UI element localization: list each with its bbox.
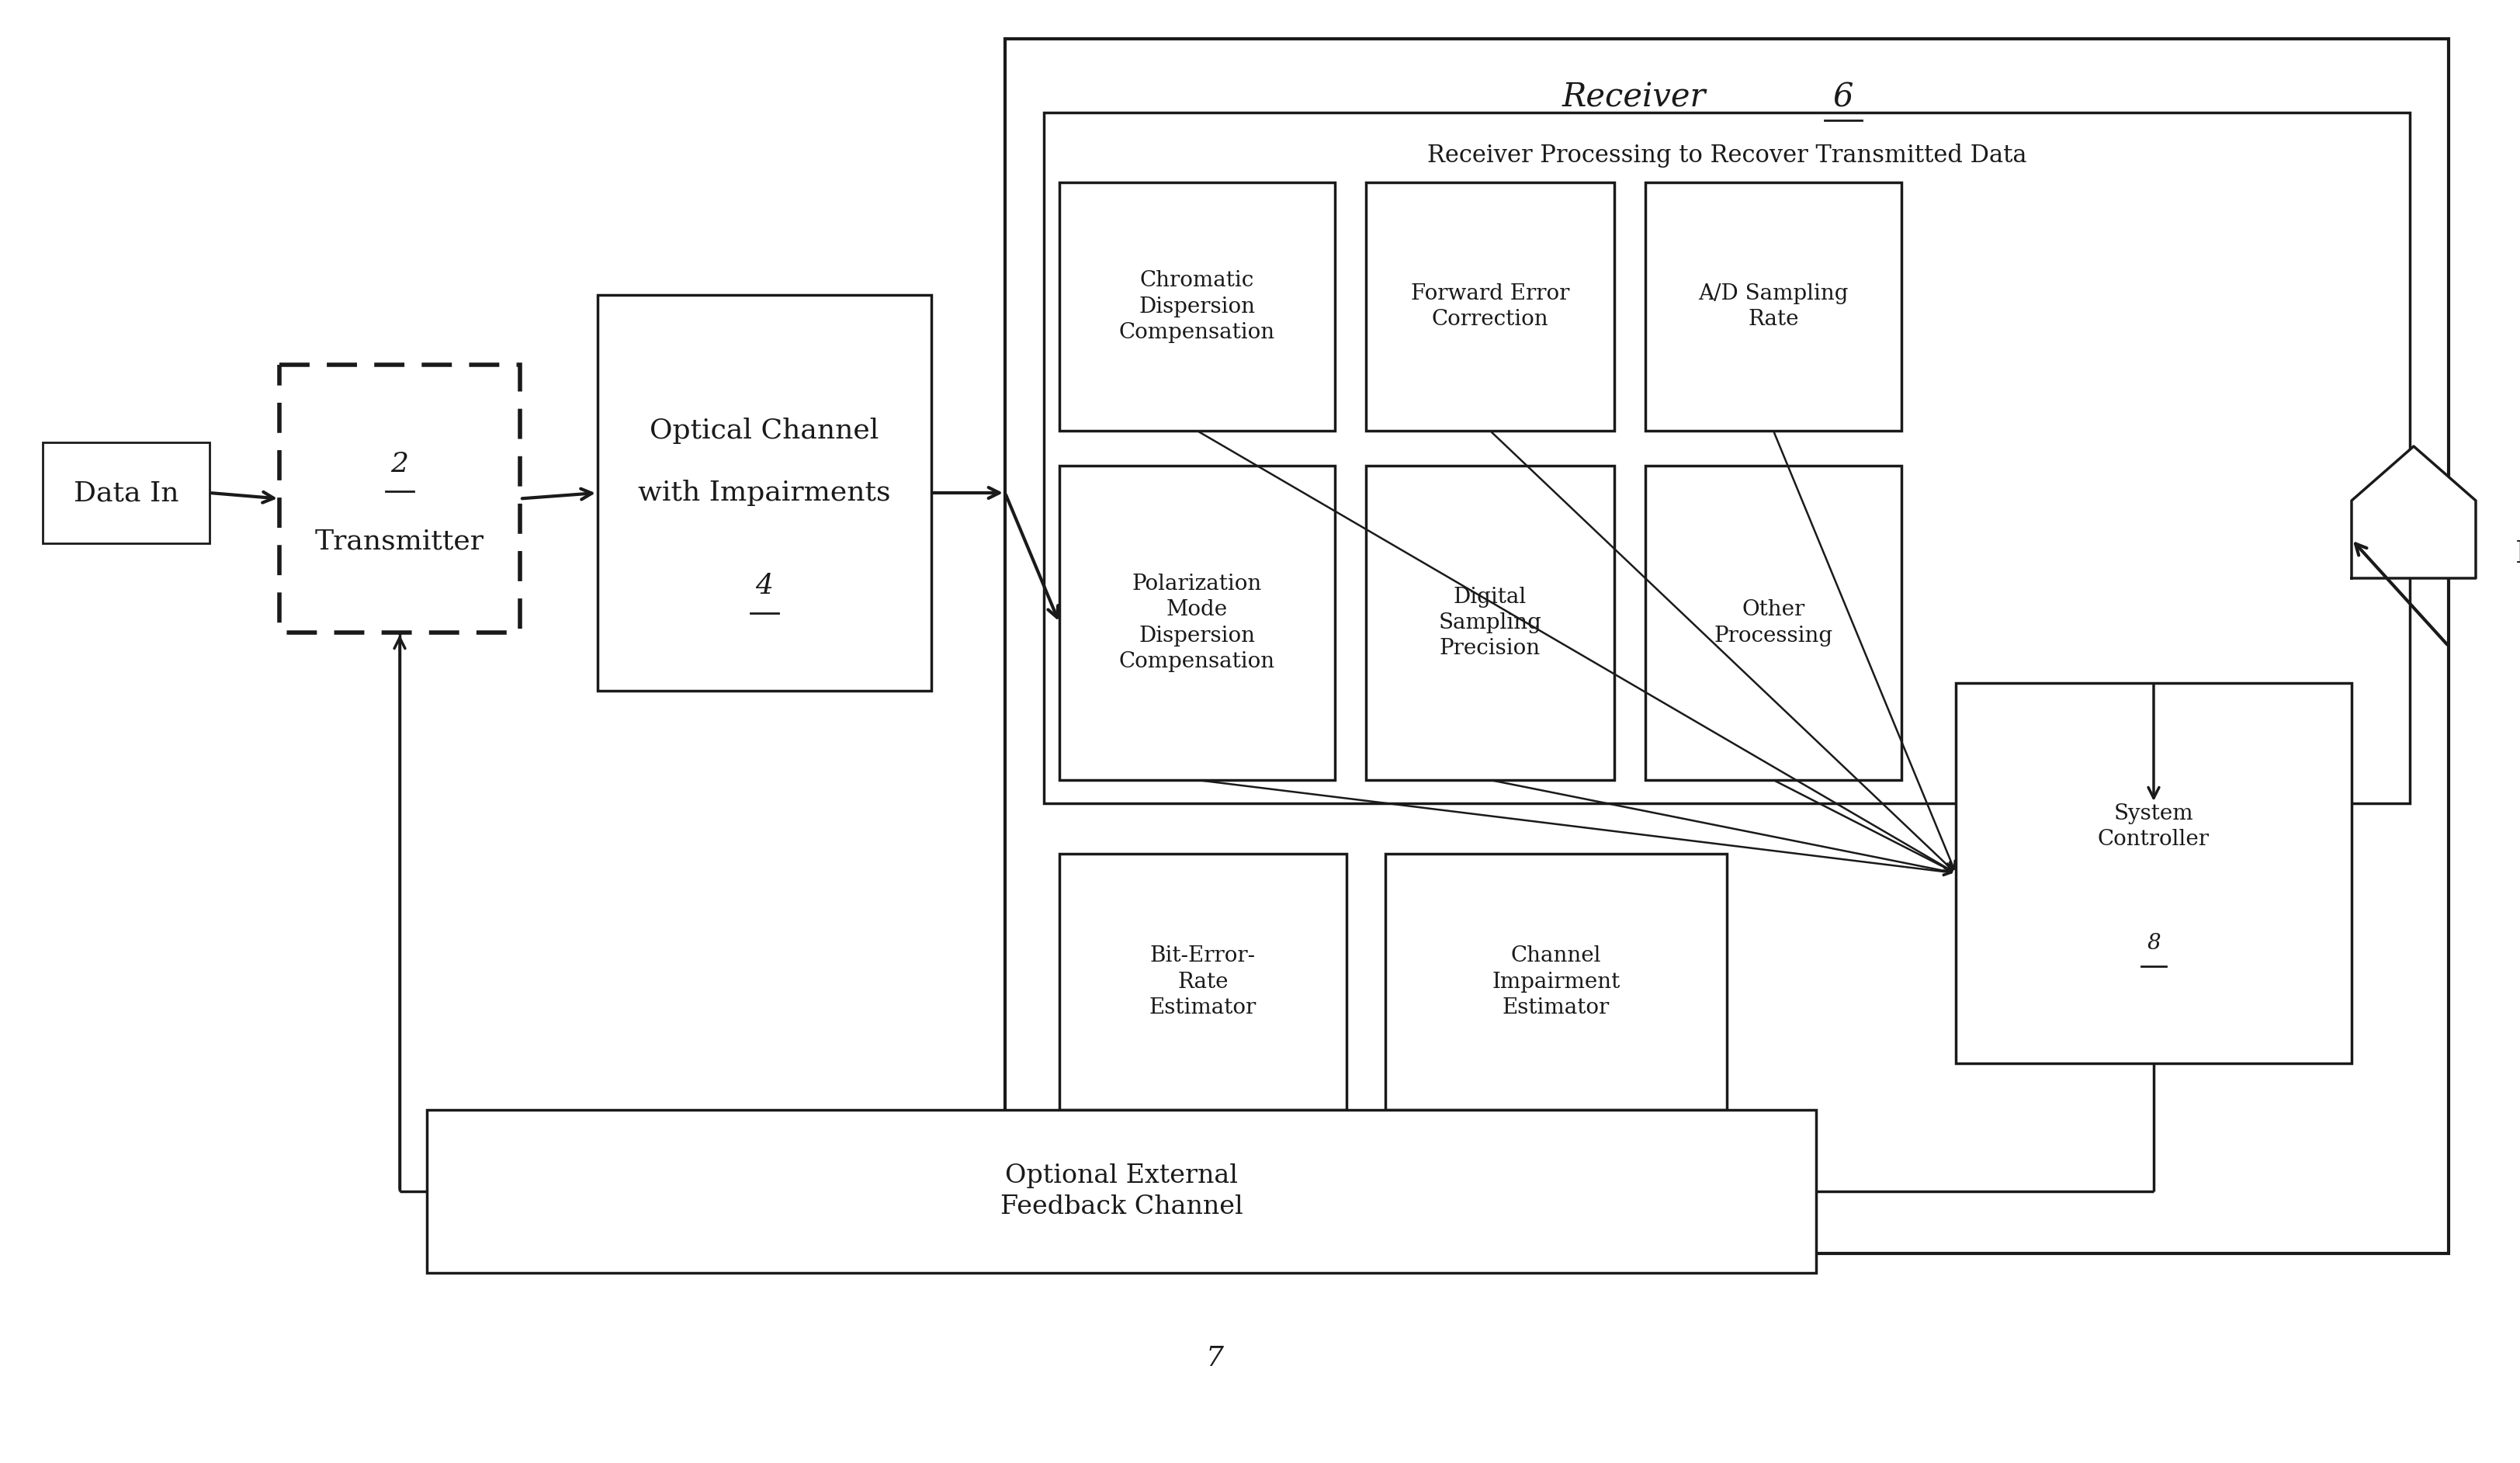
Text: Forward Error
Correction: Forward Error Correction	[1411, 284, 1570, 331]
Text: with Impairments: with Impairments	[638, 480, 890, 506]
Bar	[1366, 465, 1613, 780]
Text: 4: 4	[756, 573, 774, 600]
Polygon shape	[2351, 446, 2475, 578]
Text: A/D Sampling
Rate: A/D Sampling Rate	[1698, 284, 1847, 331]
Bar	[426, 1110, 1814, 1273]
Bar	[1058, 183, 1336, 430]
Bar	[1058, 854, 1346, 1110]
Bar	[1043, 113, 2409, 803]
Text: Optional External
Feedback Channel: Optional External Feedback Channel	[1000, 1163, 1242, 1219]
Bar	[1366, 183, 1613, 430]
Text: Channel
Impairment
Estimator: Channel Impairment Estimator	[1492, 945, 1620, 1018]
Bar	[280, 364, 519, 632]
Text: Receiver Processing to Recover Transmitted Data: Receiver Processing to Recover Transmitt…	[1426, 143, 2026, 167]
Text: Chromatic
Dispersion
Compensation: Chromatic Dispersion Compensation	[1119, 271, 1275, 342]
Bar	[1386, 854, 1726, 1110]
Bar	[1646, 183, 1900, 430]
Bar	[1956, 683, 2351, 1064]
Text: Bit-Error-
Rate
Estimator: Bit-Error- Rate Estimator	[1149, 945, 1255, 1018]
Text: System
Controller: System Controller	[2097, 803, 2210, 850]
Bar	[1005, 40, 2447, 1254]
Text: 7: 7	[1205, 1344, 1222, 1371]
Text: Other
Processing: Other Processing	[1714, 600, 1832, 647]
Bar	[1058, 465, 1336, 780]
Text: Digital
Sampling
Precision: Digital Sampling Precision	[1439, 587, 1542, 660]
Text: Data Out: Data Out	[2515, 540, 2520, 569]
Text: Data In: Data In	[73, 480, 179, 506]
Bar	[1646, 465, 1900, 780]
Text: Polarization
Mode
Dispersion
Compensation: Polarization Mode Dispersion Compensatio…	[1119, 573, 1275, 672]
Bar	[597, 296, 930, 691]
Bar	[43, 442, 209, 543]
Text: 6: 6	[1832, 80, 1852, 113]
Text: 2: 2	[391, 451, 408, 477]
Text: Transmitter: Transmitter	[315, 528, 484, 554]
Text: 8: 8	[2147, 932, 2160, 954]
Text: Receiver: Receiver	[1562, 80, 1706, 113]
Text: Optical Channel: Optical Channel	[650, 417, 879, 443]
